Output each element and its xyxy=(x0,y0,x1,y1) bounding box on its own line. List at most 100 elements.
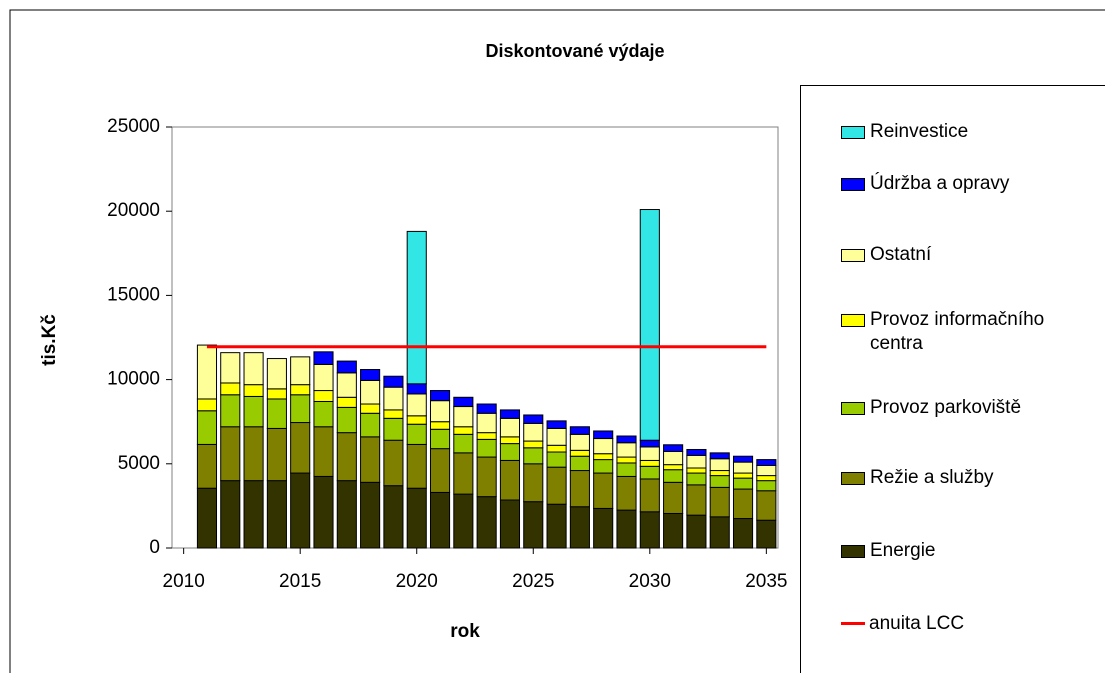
bar-segment xyxy=(686,514,707,549)
bar-segment xyxy=(290,356,311,386)
bar-segment xyxy=(383,409,404,419)
bar-segment xyxy=(360,412,381,438)
bar-segment xyxy=(290,472,311,549)
bar-segment xyxy=(453,493,474,549)
bar-segment xyxy=(243,426,264,482)
bar-segment xyxy=(616,509,637,549)
bar-segment xyxy=(383,485,404,549)
bar-segment xyxy=(569,426,590,435)
chart-title: Diskontované výdaje xyxy=(485,41,664,61)
bar-segment xyxy=(593,507,614,549)
bar-segment xyxy=(476,403,497,414)
bar-segment xyxy=(663,464,684,471)
bar-segment xyxy=(639,459,660,467)
bar-segment xyxy=(732,488,754,520)
bar-segment xyxy=(499,499,521,549)
bar-segment xyxy=(756,459,777,466)
bar-segment xyxy=(732,461,754,474)
x-tick-label: 2025 xyxy=(512,571,554,592)
x-axis-label: rok xyxy=(450,621,480,642)
bar-segment xyxy=(569,455,590,472)
x-tick-label: 2020 xyxy=(396,571,438,592)
bar-segment xyxy=(639,511,660,549)
legend-item: Reinvestice xyxy=(841,120,1101,144)
legend-item: Energie xyxy=(841,539,1101,563)
bar-segment xyxy=(732,477,754,490)
bar-segment xyxy=(569,470,590,508)
bar-segment xyxy=(383,386,404,411)
legend-label: Ostatní xyxy=(870,244,932,265)
legend-item: Provoz parkoviště xyxy=(841,396,1101,420)
bar-segment xyxy=(243,352,264,386)
bar-segment xyxy=(220,382,241,396)
bar-segment xyxy=(313,351,334,365)
bar-segment xyxy=(336,406,357,434)
bar-segment xyxy=(546,420,567,429)
bar-segment xyxy=(709,516,730,549)
y-axis-label: tis.Kč xyxy=(39,314,60,366)
bar-segment xyxy=(243,480,264,549)
bar-segment xyxy=(686,448,707,456)
bar-segment xyxy=(429,491,451,549)
bar-segment xyxy=(616,442,637,458)
legend-item: Režie a služby xyxy=(841,466,1101,490)
bar-segment xyxy=(429,400,451,423)
bar-segment xyxy=(383,439,404,487)
legend-swatch xyxy=(841,249,865,262)
bar-segment xyxy=(196,487,218,549)
bar-segment xyxy=(476,432,497,440)
bar-segment xyxy=(406,230,427,385)
bar-segment xyxy=(266,388,287,400)
bar-segment xyxy=(266,358,287,390)
bar-segment xyxy=(546,427,567,446)
bar-segment xyxy=(686,472,707,486)
bar-segment xyxy=(453,433,474,454)
bar-segment xyxy=(499,409,521,419)
bar-segment xyxy=(429,428,451,450)
bar-segment xyxy=(196,344,218,400)
bar-segment xyxy=(756,464,777,477)
bar-segment xyxy=(406,415,427,425)
bar-segment xyxy=(360,379,381,405)
y-tick-label: 20000 xyxy=(107,200,160,221)
legend-swatch xyxy=(841,402,865,415)
bar-segment xyxy=(243,395,264,428)
bar-segment xyxy=(756,519,777,549)
bar-segment xyxy=(593,430,614,440)
bar-segment xyxy=(709,486,730,518)
bar-segment xyxy=(336,432,357,482)
bar-segment xyxy=(546,466,567,505)
bar-segment xyxy=(336,480,357,549)
bar-segment xyxy=(709,470,730,477)
bar-segment xyxy=(663,481,684,514)
legend-item: anuita LCC xyxy=(841,612,1101,636)
bar-segment xyxy=(593,472,614,509)
bar-segment xyxy=(523,463,544,503)
bar-segment xyxy=(266,398,287,429)
bar-segment xyxy=(406,393,427,417)
bar-segment xyxy=(313,390,334,402)
bar-segment xyxy=(336,396,357,408)
legend-label: Provoz parkoviště xyxy=(870,397,1022,418)
legend-label: Režie a služby xyxy=(870,467,994,488)
bar-segment xyxy=(406,383,427,395)
bar-segment xyxy=(686,454,707,469)
bar-segment xyxy=(429,448,451,493)
bar-segment xyxy=(639,465,660,480)
bar-segment xyxy=(453,426,474,435)
bar-segment xyxy=(406,487,427,549)
bar-segment xyxy=(616,462,637,477)
bar-segment xyxy=(639,446,660,461)
plot-area xyxy=(171,126,779,549)
bar-segment xyxy=(453,406,474,428)
bar-segment xyxy=(709,452,730,460)
bar-segment xyxy=(663,444,684,453)
y-tick-label: 10000 xyxy=(107,369,160,390)
bar-segment xyxy=(616,435,637,444)
x-tick-label: 2015 xyxy=(279,571,321,592)
bar-segment xyxy=(313,475,334,549)
bar-segment xyxy=(243,384,264,397)
y-tick-label: 5000 xyxy=(118,453,160,474)
